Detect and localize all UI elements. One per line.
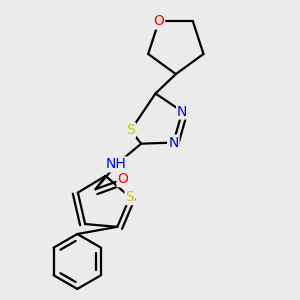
Text: S: S <box>126 123 135 137</box>
Text: N: N <box>177 104 188 118</box>
Text: O: O <box>153 14 164 28</box>
Text: S: S <box>125 190 134 204</box>
Text: N: N <box>168 136 178 150</box>
Text: O: O <box>118 172 128 186</box>
Text: NH: NH <box>106 158 127 172</box>
